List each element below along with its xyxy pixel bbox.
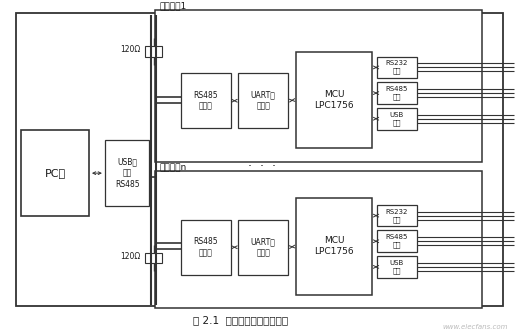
Bar bbox=[21, 130, 89, 216]
Text: www.elecfans.com: www.elecfans.com bbox=[443, 324, 508, 330]
Bar bbox=[377, 108, 417, 130]
Text: 120Ω: 120Ω bbox=[120, 45, 140, 54]
Bar bbox=[377, 205, 417, 226]
Text: 总线模块1: 总线模块1 bbox=[160, 1, 187, 10]
Text: USB
接口: USB 接口 bbox=[390, 112, 404, 126]
Text: MCU
LPC1756: MCU LPC1756 bbox=[314, 90, 354, 110]
Text: RS232
接口: RS232 接口 bbox=[386, 60, 408, 75]
Text: USB
接口: USB 接口 bbox=[390, 260, 404, 274]
Text: RS232
接口: RS232 接口 bbox=[386, 208, 408, 223]
Bar bbox=[155, 10, 482, 162]
Bar bbox=[377, 230, 417, 252]
Bar bbox=[377, 57, 417, 78]
Text: ·  ·  ·: · · · bbox=[248, 160, 276, 173]
Text: MCU
LPC1756: MCU LPC1756 bbox=[314, 236, 354, 256]
Text: RS485
接口: RS485 接口 bbox=[386, 234, 408, 248]
Text: PC机: PC机 bbox=[45, 168, 66, 178]
Bar bbox=[296, 198, 372, 295]
Text: 120Ω: 120Ω bbox=[120, 251, 140, 261]
Text: RS485
收发器: RS485 收发器 bbox=[193, 91, 218, 111]
Bar bbox=[155, 171, 482, 308]
Bar bbox=[238, 73, 288, 128]
Bar bbox=[377, 82, 417, 104]
Bar bbox=[296, 52, 372, 148]
Bar bbox=[145, 253, 162, 263]
Bar bbox=[105, 140, 149, 206]
Bar bbox=[238, 220, 288, 275]
Text: UART外
部模块: UART外 部模块 bbox=[251, 91, 276, 111]
Bar bbox=[181, 73, 231, 128]
Bar bbox=[181, 220, 231, 275]
Text: RS485
接口: RS485 接口 bbox=[386, 86, 408, 100]
Text: RS485
收发器: RS485 收发器 bbox=[193, 237, 218, 257]
Text: 图 2.1  总线控制系统整体框图: 图 2.1 总线控制系统整体框图 bbox=[193, 315, 289, 325]
Bar bbox=[145, 46, 162, 57]
Bar bbox=[377, 256, 417, 278]
Text: USB转
高速
RS485: USB转 高速 RS485 bbox=[115, 158, 139, 189]
Text: 总线模块n: 总线模块n bbox=[160, 163, 187, 172]
Bar bbox=[16, 13, 503, 306]
Text: UART外
部模块: UART外 部模块 bbox=[251, 237, 276, 257]
